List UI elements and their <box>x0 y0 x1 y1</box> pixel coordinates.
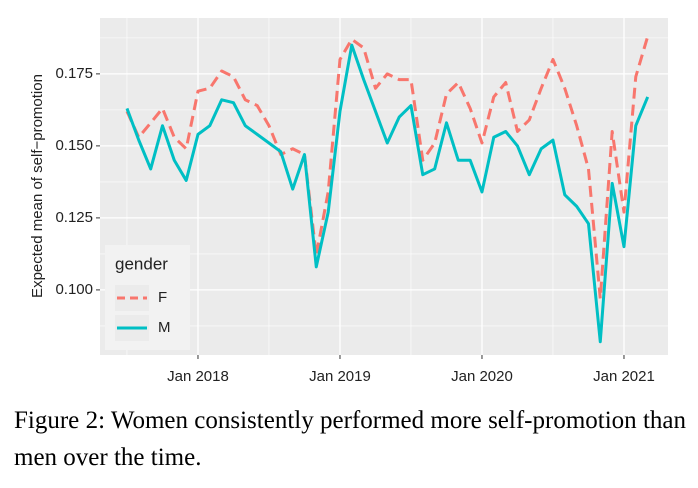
legend: gender FM <box>105 245 190 350</box>
chart: Expected mean of self−promotion 0.100 0.1… <box>29 18 668 385</box>
y-tick-label: 0.100 <box>55 281 93 298</box>
y-tick-label: 0.175 <box>55 65 93 82</box>
x-tick-label: Jan 2020 <box>451 368 513 385</box>
y-axis-title: Expected mean of self−promotion <box>29 74 46 298</box>
x-tick-label: Jan 2019 <box>309 368 371 385</box>
legend-label: M <box>158 319 171 336</box>
y-tick-label: 0.125 <box>55 209 93 226</box>
caption: Figure 2: Women consistently performed m… <box>14 407 686 471</box>
x-tick-label: Jan 2018 <box>167 368 229 385</box>
series-line <box>125 36 650 301</box>
legend-title: gender <box>115 254 168 273</box>
legend-label: F <box>158 289 167 306</box>
y-tick-label: 0.150 <box>55 137 93 154</box>
x-tick-label: Jan 2021 <box>593 368 655 385</box>
series-line <box>125 43 650 344</box>
